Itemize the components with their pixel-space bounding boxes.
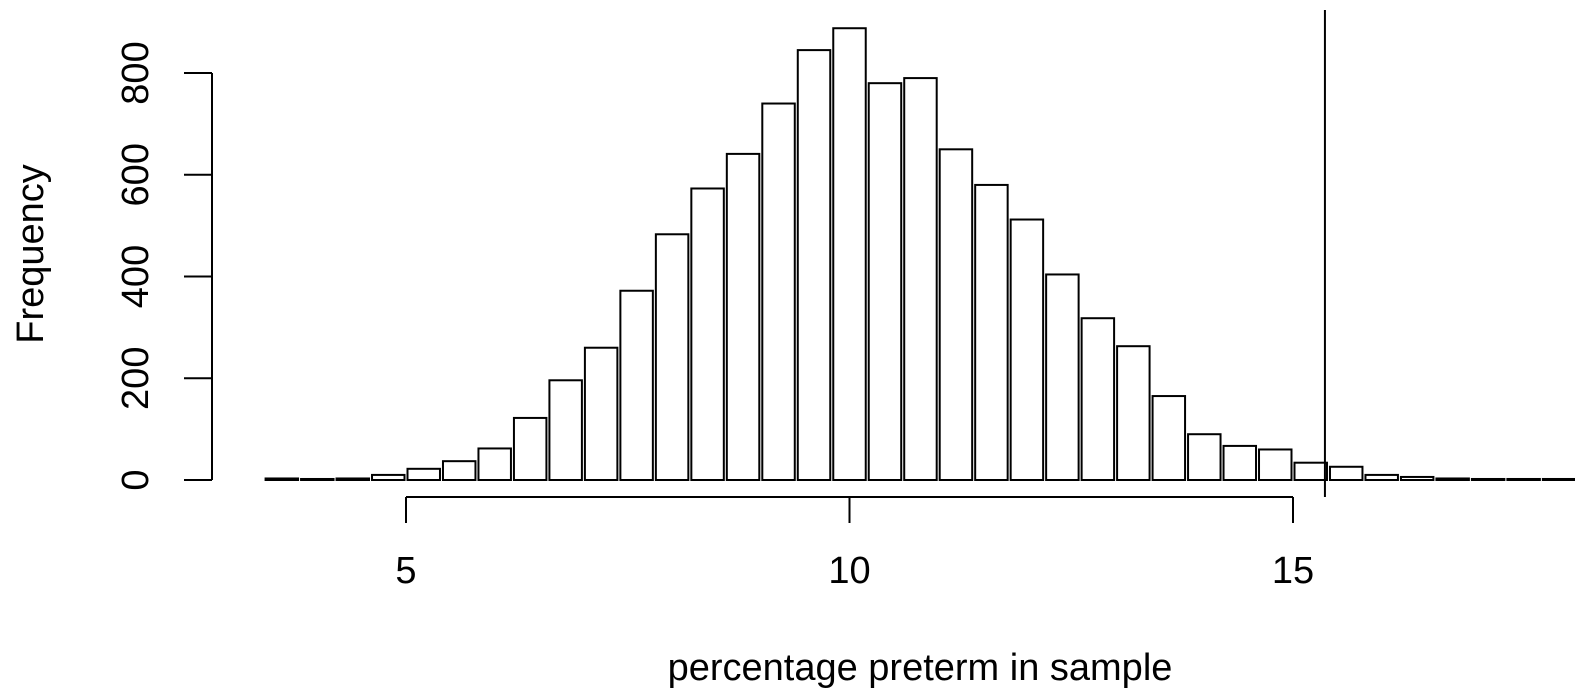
histogram-bar — [1364, 473, 1399, 482]
histogram-bar — [796, 49, 832, 481]
y-tick-label: 200 — [115, 347, 157, 410]
histogram-bar — [1293, 461, 1328, 482]
histogram-bar — [903, 77, 938, 482]
histogram-bar — [477, 447, 512, 481]
histogram-bar — [1187, 433, 1222, 481]
histogram-bar — [1328, 465, 1364, 481]
histogram-bar — [832, 27, 867, 481]
y-axis: 0 200 400 600 800 — [115, 41, 213, 491]
histogram-bar — [1506, 477, 1541, 482]
histogram-bar — [1045, 273, 1080, 481]
histogram-bar — [1399, 475, 1435, 482]
histogram-bar — [938, 148, 974, 481]
histogram-bars — [264, 27, 1575, 482]
histogram-bar — [583, 346, 619, 481]
histogram-bar — [1258, 448, 1293, 482]
histogram-bar — [1151, 395, 1187, 481]
y-axis-label: Frequency — [10, 164, 52, 344]
x-axis-label: percentage preterm in sample — [668, 647, 1173, 689]
x-tick-label: 5 — [395, 550, 416, 592]
histogram-bar — [1222, 444, 1258, 482]
y-tick-label: 0 — [115, 469, 157, 490]
y-tick-label: 800 — [115, 41, 157, 104]
histogram-bar — [725, 152, 761, 482]
histogram-bar — [371, 473, 406, 482]
histogram-bar — [441, 460, 477, 481]
histogram-bar — [1116, 345, 1151, 482]
histogram-bar — [1080, 317, 1116, 481]
histogram-bar — [974, 183, 1009, 482]
histogram-bar — [867, 82, 903, 482]
histogram-bar — [761, 102, 796, 482]
histogram-bar — [335, 477, 371, 482]
histogram-bar — [690, 187, 725, 482]
x-tick-label: 15 — [1272, 550, 1314, 592]
histogram-bar — [264, 477, 300, 482]
histogram-bar — [406, 467, 441, 481]
histogram-bar — [654, 233, 690, 481]
x-axis: 5 10 15 — [395, 496, 1314, 592]
y-tick-label: 400 — [115, 245, 157, 308]
histogram-bar — [1435, 477, 1470, 482]
histogram-bar — [619, 289, 654, 481]
histogram-bar — [512, 416, 548, 481]
x-tick-label: 10 — [828, 550, 870, 592]
histogram-bar — [548, 379, 583, 481]
histogram-bar — [1470, 477, 1506, 482]
histogram-bar — [300, 477, 335, 482]
histogram-bar — [1541, 477, 1575, 482]
histogram-bar — [1009, 218, 1045, 482]
y-tick-label: 600 — [115, 143, 157, 206]
